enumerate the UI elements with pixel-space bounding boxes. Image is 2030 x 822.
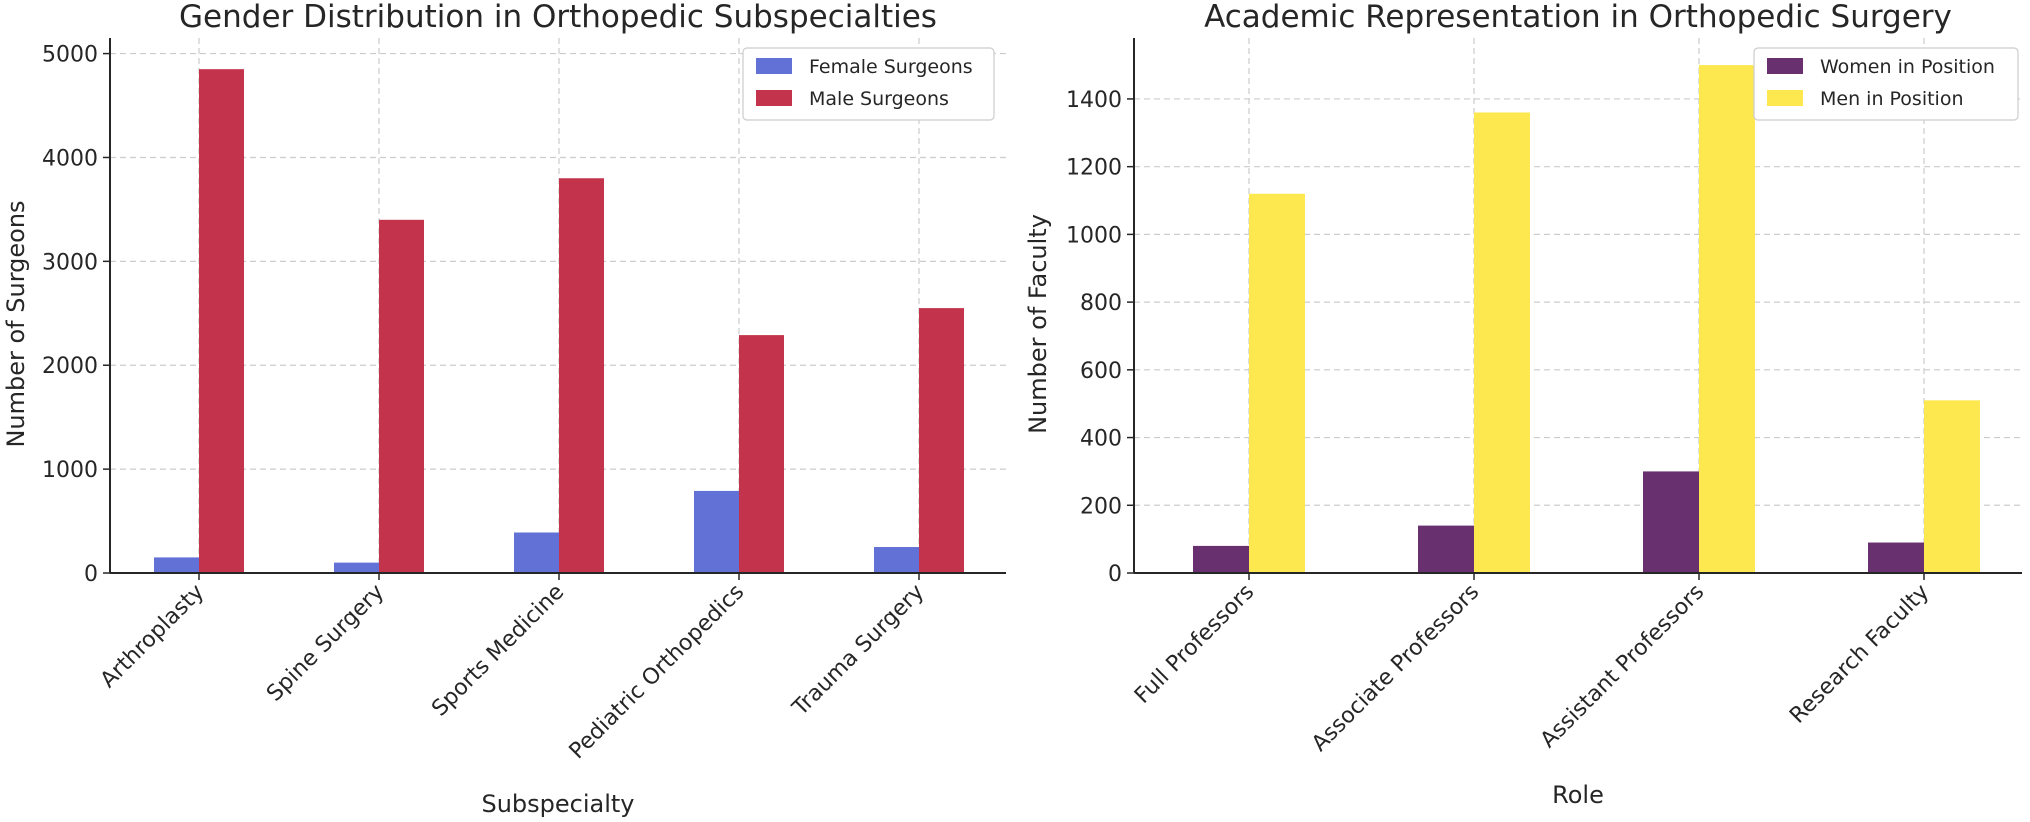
legend-swatch-female: [756, 58, 792, 74]
y-tick-label: 0: [1108, 562, 1122, 587]
bar-male-surgeons-pediatric-orthopedics: [739, 335, 784, 573]
legend-label-male: Male Surgeons: [809, 88, 949, 110]
y-tick-label: 1000: [42, 458, 98, 483]
bar-men-in-position-full-professors: [1249, 193, 1305, 573]
bar-women-in-position-research-faculty: [1868, 542, 1924, 573]
y-tick-label: 2000: [42, 354, 98, 379]
y-axis-label: Number of Faculty: [1024, 214, 1052, 434]
x-tick-label-full-professors: Full Professors: [1130, 580, 1259, 709]
y-tick-label: 1400: [1066, 88, 1122, 113]
axes: [1127, 38, 2022, 580]
legend: Women in Position Men in Position: [1753, 47, 2019, 121]
y-tick-label: 5000: [42, 43, 98, 68]
x-tick-label-trauma-surgery: Trauma Surgery: [787, 580, 929, 722]
y-tick-labels: 0 200 400 600 800 1000 1200 1400: [1066, 88, 1122, 587]
y-axis-label: Number of Surgeons: [2, 200, 30, 447]
y-tick-label: 400: [1080, 427, 1122, 452]
y-tick-label: 0: [84, 562, 98, 587]
y-tick-label: 1000: [1066, 223, 1122, 248]
bar-men-in-position-associate-professors: [1474, 112, 1530, 574]
y-tick-label: 4000: [42, 146, 98, 171]
x-tick-label-sports-medicine: Sports Medicine: [427, 580, 569, 722]
y-tick-label: 200: [1080, 494, 1122, 519]
x-tick-labels: Arthroplasty Spine Surgery Sports Medicine…: [96, 580, 929, 765]
bar-women-in-position-associate-professors: [1418, 525, 1474, 573]
bar-men-in-position-assistant-professors: [1699, 65, 1755, 573]
x-tick-label-spine-surgery: Spine Surgery: [262, 580, 389, 707]
bar-female-surgeons-sports-medicine: [514, 532, 559, 573]
legend-label-women: Women in Position: [1820, 56, 1995, 78]
bars: [154, 69, 964, 574]
chart-title: Gender Distribution in Orthopedic Subspe…: [179, 0, 937, 35]
bar-female-surgeons-arthroplasty: [154, 557, 199, 573]
bar-male-surgeons-sports-medicine: [559, 178, 604, 573]
chart-academic-representation: 0 200 400 600 800 1000 1200 1400 Full Professor…: [1024, 0, 2022, 809]
legend-box: [742, 47, 995, 121]
legend-label-female: Female Surgeons: [809, 56, 973, 78]
x-tick-label-assistant-professors: Assistant Professors: [1536, 580, 1709, 753]
legend: Female Surgeons Male Surgeons: [742, 47, 995, 121]
x-tick-label-arthroplasty: Arthroplasty: [96, 580, 209, 693]
y-tick-label: 3000: [42, 250, 98, 275]
chart-gender-distribution: 0 1000 2000 3000 4000 5000 Arthroplasty Spine …: [2, 0, 1006, 818]
legend-label-men: Men in Position: [1820, 88, 1964, 110]
y-tick-labels: 0 1000 2000 3000 4000 5000: [42, 43, 98, 587]
x-tick-label-research-faculty: Research Faculty: [1785, 580, 1934, 729]
legend-box: [1753, 47, 2019, 121]
x-axis-label: Role: [1552, 781, 1604, 809]
bar-male-surgeons-spine-surgery: [379, 219, 424, 573]
bar-female-surgeons-pediatric-orthopedics: [694, 490, 739, 573]
y-tick-label: 800: [1080, 291, 1122, 316]
x-tick-labels: Full Professors Associate Professors Assis…: [1130, 580, 1934, 757]
chart-title: Academic Representation in Orthopedic Su…: [1204, 0, 1952, 35]
bar-female-surgeons-trauma-surgery: [874, 547, 919, 573]
legend-swatch-male: [756, 90, 792, 106]
x-axis-label: Subspecialty: [481, 790, 634, 818]
bar-male-surgeons-arthroplasty: [199, 69, 244, 574]
axes: [103, 38, 1006, 580]
bar-male-surgeons-trauma-surgery: [919, 308, 964, 573]
legend-swatch-men: [1767, 90, 1803, 106]
bar-women-in-position-full-professors: [1193, 545, 1249, 573]
x-tick-label-pediatric-orthopedics: Pediatric Orthopedics: [565, 580, 750, 765]
bars: [1193, 65, 1980, 574]
y-tick-label: 600: [1080, 359, 1122, 384]
y-tick-label: 1200: [1066, 156, 1122, 181]
bar-men-in-position-research-faculty: [1924, 400, 1980, 573]
bar-female-surgeons-spine-surgery: [334, 562, 379, 573]
legend-swatch-women: [1767, 58, 1803, 74]
bar-women-in-position-assistant-professors: [1643, 471, 1699, 573]
x-tick-label-associate-professors: Associate Professors: [1307, 580, 1484, 757]
